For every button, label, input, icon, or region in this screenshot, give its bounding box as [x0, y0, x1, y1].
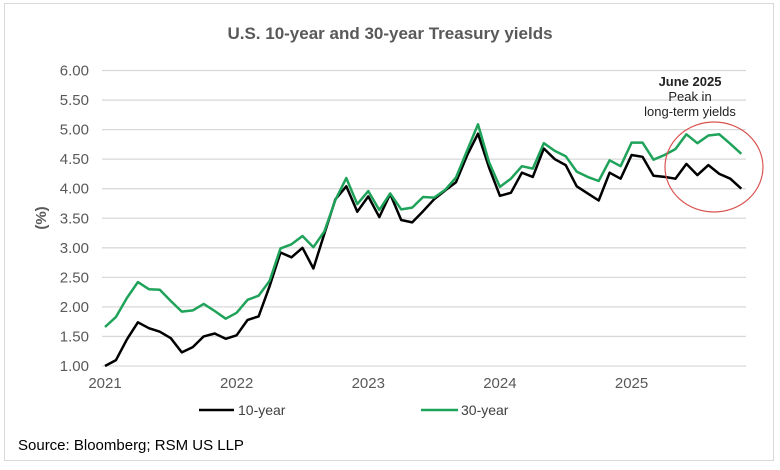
- x-tick-label: 2023: [352, 375, 385, 392]
- y-tick-label: 3.50: [60, 210, 89, 227]
- series-line-30-year: [104, 123, 743, 328]
- y-tick-label: 3.00: [60, 240, 89, 257]
- y-tick-label: 1.50: [60, 328, 89, 345]
- legend-label-10-year: 10-year: [238, 402, 286, 418]
- series-line-10-year: [104, 132, 743, 368]
- legend-label-30-year: 30-year: [461, 402, 509, 418]
- annotation-circle: [664, 121, 764, 213]
- annotation-heading: June 2025: [659, 74, 722, 89]
- x-tick-label: 2025: [615, 375, 648, 392]
- y-tick-label: 4.00: [60, 181, 89, 198]
- y-tick-label: 2.00: [60, 299, 89, 316]
- y-tick-label: 4.50: [60, 151, 89, 168]
- y-axis-label: (%): [33, 206, 50, 229]
- y-tick-label: 2.50: [60, 269, 89, 286]
- annotation-line1: Peak in: [668, 89, 711, 104]
- y-tick-label: 5.00: [60, 122, 89, 139]
- x-tick-label: 2021: [88, 375, 121, 392]
- annotation-line2: long-term yields: [644, 104, 736, 119]
- legend: 10-year 30-year: [199, 402, 509, 418]
- chart-title: U.S. 10-year and 30-year Treasury yields: [227, 24, 552, 43]
- x-tick-label: 2024: [483, 375, 516, 392]
- y-tick-label: 5.50: [60, 92, 89, 109]
- chart-frame: [4, 3, 774, 461]
- y-tick-label: 6.00: [60, 63, 89, 80]
- source-note: Source: Bloomberg; RSM US LLP: [18, 437, 244, 454]
- x-tick-label: 2022: [220, 375, 253, 392]
- annotation: June 2025 Peak in long-term yields: [644, 74, 764, 213]
- y-tick-label: 1.00: [60, 358, 89, 375]
